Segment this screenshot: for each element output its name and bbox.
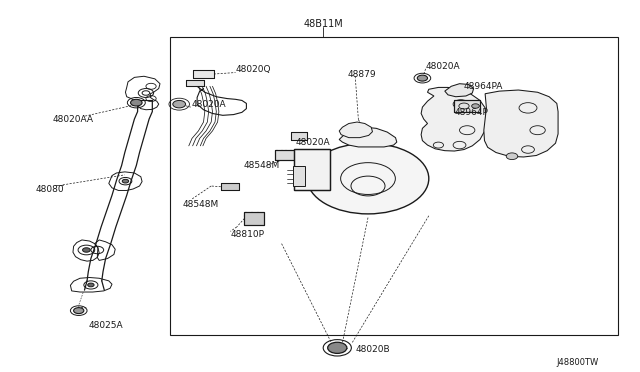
Bar (294, 149, 330, 190)
Bar (294, 149, 330, 190)
Polygon shape (339, 127, 397, 147)
Circle shape (122, 179, 129, 183)
Polygon shape (339, 122, 372, 138)
Circle shape (173, 100, 186, 108)
Polygon shape (421, 87, 486, 151)
Text: 48020Q: 48020Q (236, 65, 271, 74)
Text: 48020A: 48020A (426, 62, 460, 71)
Text: 48964PA: 48964PA (464, 82, 504, 91)
Text: 48B11M: 48B11M (303, 19, 343, 29)
Text: 48025A: 48025A (88, 321, 123, 330)
Bar (275, 150, 296, 160)
Circle shape (88, 283, 94, 287)
Text: 48964P: 48964P (454, 108, 488, 117)
Polygon shape (484, 90, 558, 157)
Text: 48020A: 48020A (192, 100, 227, 109)
Text: 48810P: 48810P (230, 230, 264, 239)
Bar (275, 150, 296, 160)
Circle shape (307, 143, 429, 214)
Circle shape (506, 153, 518, 160)
Bar (244, 212, 264, 225)
Text: 48020A: 48020A (296, 138, 330, 147)
Polygon shape (445, 84, 474, 97)
Bar (244, 212, 264, 225)
Text: 48548M: 48548M (182, 200, 219, 209)
Circle shape (328, 342, 347, 353)
Bar (221, 183, 239, 190)
Text: J48800TW: J48800TW (557, 358, 599, 367)
Bar (186, 80, 204, 86)
Text: 48080: 48080 (35, 185, 64, 194)
Text: 48879: 48879 (348, 70, 376, 79)
Bar (454, 100, 480, 112)
Bar (170, 37, 618, 335)
Circle shape (83, 248, 90, 252)
Bar (293, 166, 305, 186)
Bar (454, 100, 480, 112)
Bar (291, 132, 307, 140)
Bar (193, 70, 214, 78)
Text: 48548M: 48548M (243, 161, 280, 170)
Text: 48020B: 48020B (356, 345, 390, 354)
Text: 48020AA: 48020AA (52, 115, 93, 124)
Bar (193, 70, 214, 78)
Bar (186, 80, 204, 86)
Circle shape (472, 104, 479, 108)
Circle shape (131, 99, 142, 106)
Bar (221, 183, 239, 190)
Bar (291, 132, 307, 140)
Circle shape (74, 308, 84, 314)
Circle shape (417, 75, 428, 81)
